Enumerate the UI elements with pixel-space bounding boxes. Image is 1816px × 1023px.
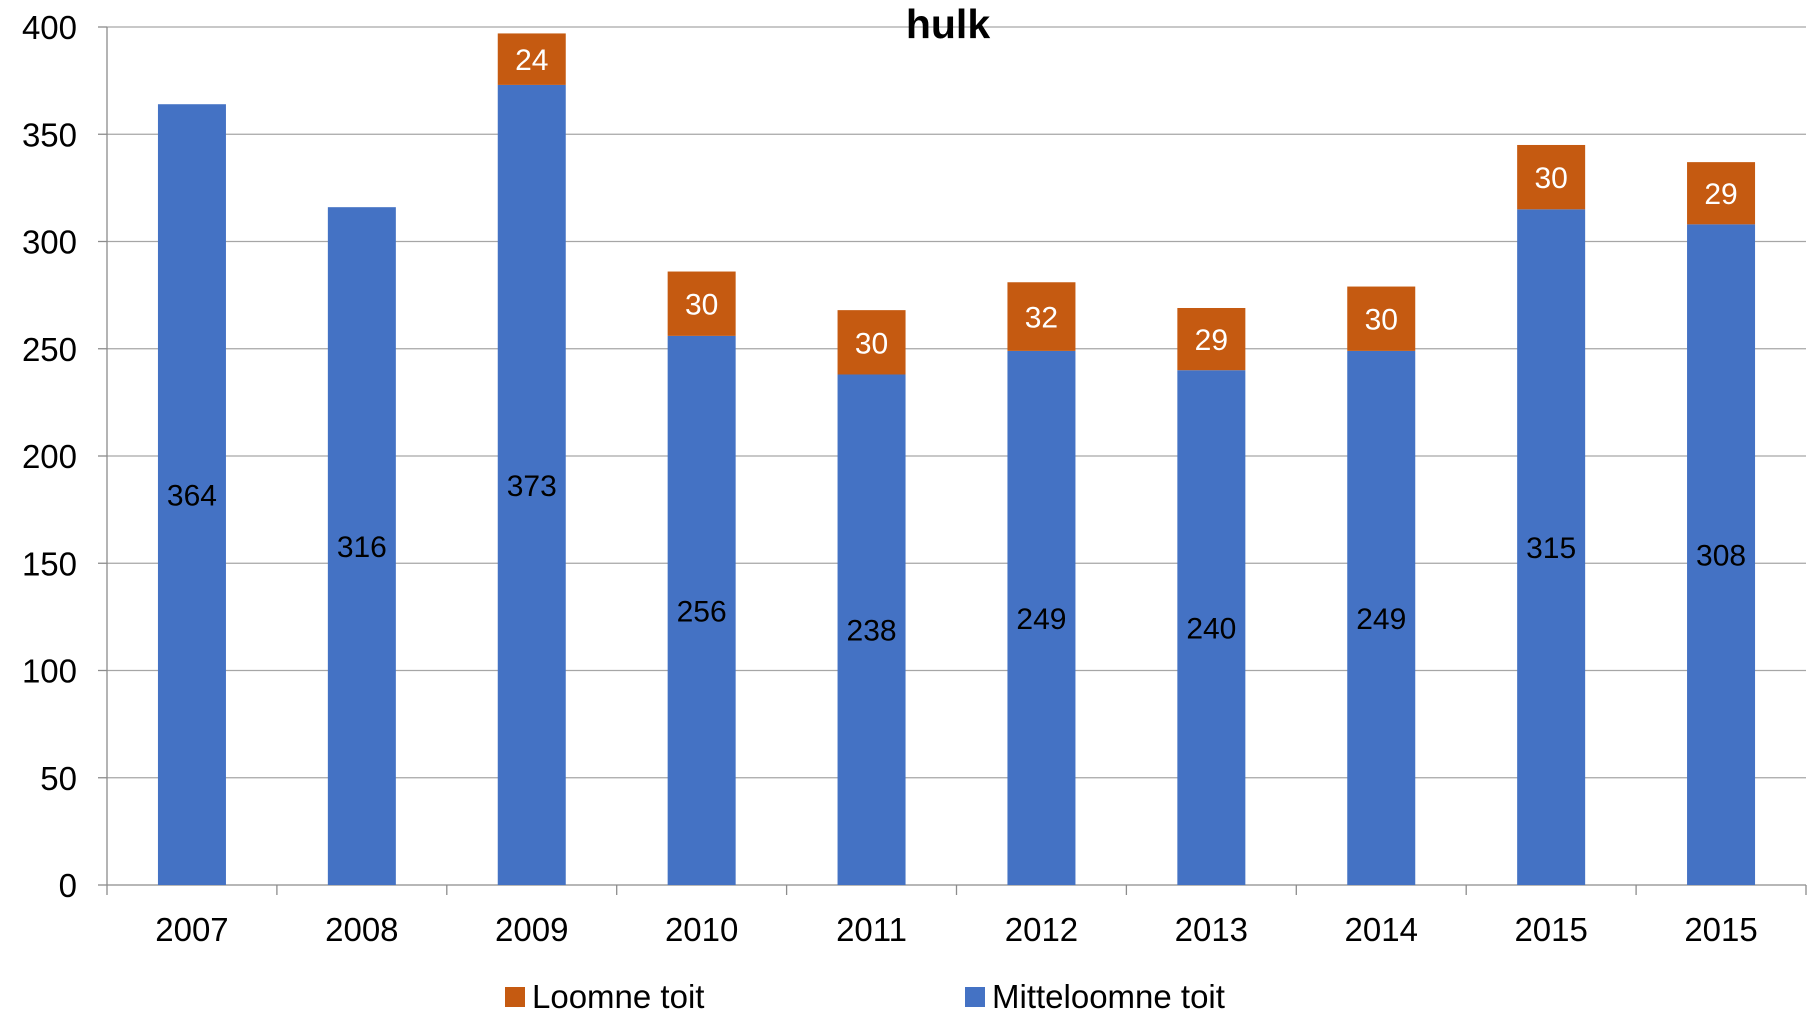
x-tick-label: 2014 [1345, 911, 1418, 948]
bar [1687, 224, 1756, 886]
bar [327, 207, 396, 885]
bar [1517, 144, 1586, 210]
bar [497, 33, 566, 85]
x-tick-label: 2013 [1175, 911, 1248, 948]
x-tick-label: 2010 [665, 911, 738, 948]
bar [1177, 307, 1246, 371]
bar [837, 374, 906, 885]
data-label: 238 [847, 615, 897, 648]
bar [1347, 286, 1416, 351]
legend: Loomne toit Mitteloomne toit [505, 978, 1225, 1015]
bar [1347, 350, 1416, 885]
x-tick-label: 2011 [836, 911, 907, 948]
data-label: 249 [1356, 603, 1406, 636]
bars [157, 33, 1756, 886]
y-tick-label: 0 [59, 867, 77, 904]
bar [1007, 282, 1076, 351]
bar [157, 104, 226, 886]
data-label: 249 [1016, 603, 1066, 636]
y-tick-label: 50 [40, 760, 77, 797]
x-tick-label: 2009 [495, 911, 568, 948]
y-tick-label: 300 [22, 224, 77, 261]
data-label: 308 [1696, 540, 1746, 573]
data-label: 29 [1704, 178, 1737, 211]
y-tick-label: 150 [22, 545, 77, 582]
data-label: 30 [685, 289, 718, 322]
y-tick-label: 100 [22, 653, 77, 690]
data-labels: 364 316 373 24 256 30 238 30 249 32 240 29 249 30 315 3… [167, 44, 1746, 648]
x-tick-label: 2008 [325, 911, 398, 948]
legend-label: Mitteloomne toit [992, 978, 1225, 1015]
bar [667, 335, 736, 885]
y-tick-label: 350 [22, 116, 77, 153]
data-label: 30 [855, 327, 888, 360]
bar [1687, 162, 1756, 225]
data-label: 30 [1534, 162, 1567, 195]
legend-swatch [965, 987, 985, 1007]
data-label: 364 [167, 480, 217, 513]
y-tick-label: 250 [22, 331, 77, 368]
data-label: 24 [515, 44, 548, 77]
legend-swatch [505, 987, 525, 1007]
data-label: 30 [1365, 304, 1398, 337]
data-label: 256 [677, 595, 727, 628]
data-label: 29 [1195, 324, 1228, 357]
bar [837, 310, 906, 375]
bar [1177, 370, 1246, 885]
y-tick-label: 400 [22, 9, 77, 46]
data-label: 32 [1025, 302, 1058, 335]
x-tick-label: 2012 [1005, 911, 1078, 948]
data-label: 315 [1526, 532, 1576, 565]
bar [667, 271, 736, 336]
axes: 0 50 100 150 200 250 300 350 400 2007 2008 2009 2010… [22, 9, 1807, 948]
legend-label: Loomne toit [532, 978, 704, 1015]
bar [1007, 350, 1076, 885]
data-label: 316 [337, 531, 387, 564]
bar [497, 84, 566, 886]
chart-title: hulk [906, 1, 990, 47]
data-label: 373 [507, 470, 557, 503]
y-tick-label: 200 [22, 438, 77, 475]
x-tick-label: 2015 [1684, 911, 1757, 948]
data-label: 240 [1186, 613, 1236, 646]
x-tick-label: 2007 [155, 911, 228, 948]
x-tick-label: 2015 [1514, 911, 1587, 948]
bar [1517, 209, 1586, 885]
